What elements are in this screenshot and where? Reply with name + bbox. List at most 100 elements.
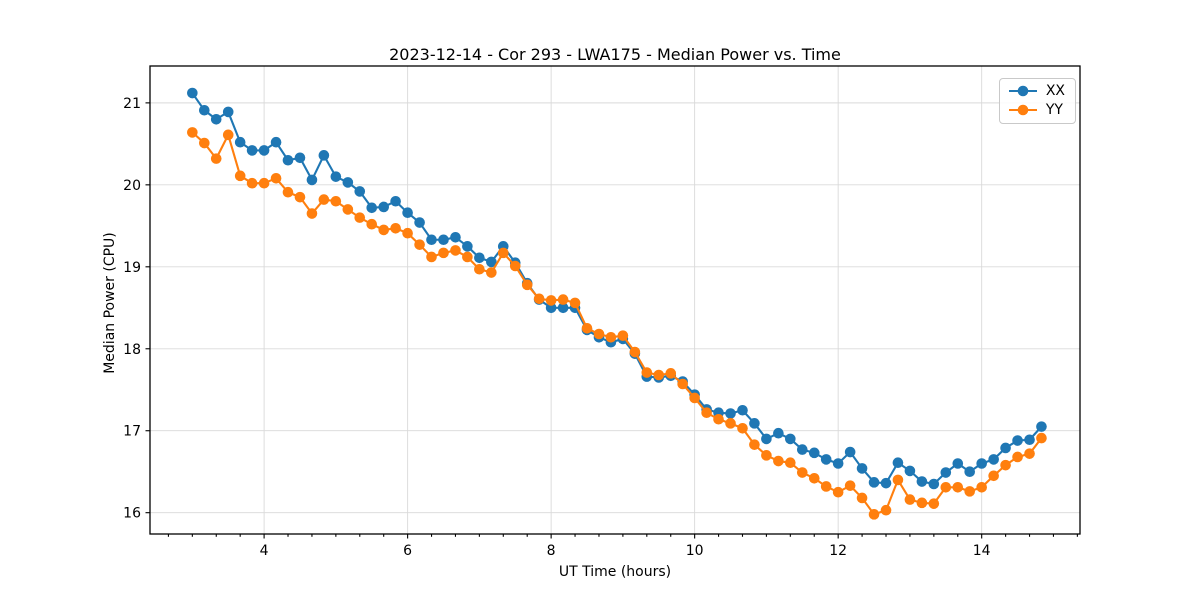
y-tick-label: 18 <box>123 342 141 358</box>
series-yy-point <box>964 486 976 497</box>
series-yy-point <box>557 294 569 305</box>
series-xx-point <box>187 87 198 99</box>
series-yy-point <box>856 492 868 504</box>
series-yy-point <box>904 494 916 505</box>
series-yy-point <box>270 172 282 184</box>
series-xx-point <box>785 433 796 445</box>
series-xx-point <box>868 477 880 488</box>
legend-item-xx: XX <box>1008 83 1065 99</box>
series-yy-point <box>605 331 617 343</box>
y-tick-label: 19 <box>123 260 141 276</box>
series-xx-point <box>402 207 413 219</box>
series-xx-point <box>557 302 569 314</box>
x-tick-label: 4 <box>260 543 269 559</box>
legend-label-yy: YY <box>1045 102 1063 118</box>
series-yy-point <box>533 293 545 305</box>
series-xx-point <box>796 444 808 455</box>
series-xx-point <box>737 404 748 416</box>
series-xx-point <box>964 466 976 478</box>
series-yy <box>187 127 1047 520</box>
series-yy-point <box>581 322 593 334</box>
series-yy-point <box>474 263 485 275</box>
series-xx-point <box>246 145 258 156</box>
series-xx-point <box>330 171 342 182</box>
series-xx-point <box>976 458 987 469</box>
series-xx-point <box>1012 435 1023 446</box>
series-yy-point <box>988 470 999 482</box>
series-xx-point <box>808 447 820 459</box>
series-yy-point <box>342 204 354 215</box>
chart-title: 2023-12-14 - Cor 293 - LWA175 - Median P… <box>389 45 841 64</box>
series-yy-point <box>569 297 581 309</box>
series-yy-point <box>222 129 234 141</box>
series-yy-point <box>199 137 210 149</box>
series-yy-point <box>785 457 796 468</box>
series-xx-point <box>270 136 282 148</box>
series-xx-point <box>234 136 246 148</box>
series-yy-point <box>689 392 700 404</box>
series-yy-point <box>414 239 425 250</box>
series-yy-point <box>617 330 629 341</box>
series-yy-point <box>246 177 258 189</box>
series-xx-point <box>1000 442 1011 454</box>
x-tick-label: 12 <box>829 543 847 559</box>
series-yy-point <box>976 481 987 493</box>
series-yy-point <box>378 224 390 236</box>
x-ticks <box>167 534 1078 539</box>
series-yy-point <box>1024 448 1035 459</box>
series-yy-point <box>593 328 605 340</box>
series-yy-point <box>1036 432 1047 444</box>
x-tick-label: 6 <box>403 543 412 559</box>
series-xx-point <box>880 477 892 489</box>
series-yy-point <box>1012 451 1023 463</box>
series-yy-point <box>438 247 449 259</box>
x-axis-label: UT Time (hours) <box>558 564 672 580</box>
series-yy-point <box>749 439 760 450</box>
series-xx-point <box>916 476 928 487</box>
series-yy-point <box>952 481 964 493</box>
series-yy-point <box>258 177 270 189</box>
series-xx-point <box>892 457 904 468</box>
legend-line-marker-icon-yy <box>1008 104 1037 116</box>
series-xx-point <box>282 154 294 166</box>
series-yy-point <box>725 418 736 429</box>
y-ticks <box>145 102 150 514</box>
series-xx-point <box>354 186 366 197</box>
series-yy-point <box>486 267 497 278</box>
series-xx-point <box>545 302 557 314</box>
series-xx-point <box>438 234 449 246</box>
series-xx-point <box>258 145 270 156</box>
series-yy-point <box>880 504 892 516</box>
y-tick-label: 16 <box>123 506 141 522</box>
series-xx-point <box>940 467 952 478</box>
series-yy-point <box>629 346 641 358</box>
series-yy-point <box>402 227 413 239</box>
series-yy-point <box>737 422 748 434</box>
series-xx-point <box>474 252 485 264</box>
series-yy-point <box>354 212 366 223</box>
series-yy-point <box>808 472 820 484</box>
series-xx-point <box>928 478 940 490</box>
series-xx-point <box>486 256 497 268</box>
series-yy-point <box>916 497 928 509</box>
series-xx-point <box>820 454 832 465</box>
series-yy-point <box>701 407 712 419</box>
series-xx-point <box>462 241 473 252</box>
series-yy-point <box>928 498 940 509</box>
series-yy-point <box>665 368 677 379</box>
series-xx-point <box>306 174 318 186</box>
series-yy-point <box>210 153 222 164</box>
y-tick-label: 17 <box>123 424 141 440</box>
series-xx-point <box>390 195 401 207</box>
series-xx-point <box>844 446 856 458</box>
series-yy-point <box>892 474 904 486</box>
series-xx-point <box>414 217 425 228</box>
gridlines <box>150 66 1080 534</box>
series-yy-point <box>306 208 318 219</box>
axes-frame <box>149 65 1081 535</box>
series-yy-point <box>1000 459 1011 471</box>
series-yy-point <box>234 170 246 182</box>
series-xx-point <box>450 232 461 243</box>
